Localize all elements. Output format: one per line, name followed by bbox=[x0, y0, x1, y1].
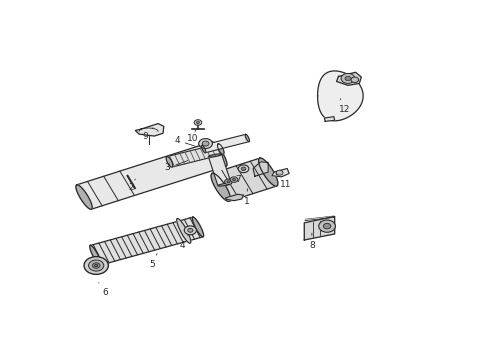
Text: 5: 5 bbox=[149, 254, 157, 269]
Polygon shape bbox=[192, 217, 204, 237]
Polygon shape bbox=[201, 145, 206, 153]
Circle shape bbox=[194, 120, 202, 125]
Circle shape bbox=[224, 179, 232, 185]
Polygon shape bbox=[76, 185, 92, 209]
Polygon shape bbox=[211, 142, 227, 166]
Polygon shape bbox=[77, 142, 226, 209]
Circle shape bbox=[184, 226, 196, 235]
Text: 10: 10 bbox=[187, 129, 198, 143]
Circle shape bbox=[345, 76, 351, 81]
Text: 11: 11 bbox=[276, 174, 291, 189]
Circle shape bbox=[276, 170, 283, 175]
Circle shape bbox=[341, 73, 355, 84]
Text: 12: 12 bbox=[339, 99, 350, 114]
Polygon shape bbox=[167, 144, 223, 167]
Circle shape bbox=[241, 167, 246, 170]
Text: 6: 6 bbox=[99, 283, 108, 297]
Polygon shape bbox=[208, 154, 221, 157]
Polygon shape bbox=[318, 71, 363, 121]
Text: 3: 3 bbox=[165, 161, 188, 172]
Circle shape bbox=[199, 139, 212, 149]
Circle shape bbox=[318, 220, 336, 232]
Text: 4: 4 bbox=[180, 234, 189, 250]
Text: 7: 7 bbox=[235, 169, 244, 184]
Text: 1: 1 bbox=[245, 189, 250, 206]
Polygon shape bbox=[90, 246, 101, 265]
Polygon shape bbox=[212, 158, 277, 201]
Polygon shape bbox=[324, 117, 335, 121]
Polygon shape bbox=[224, 194, 244, 201]
Text: 4: 4 bbox=[174, 136, 196, 146]
Circle shape bbox=[84, 257, 108, 274]
Polygon shape bbox=[272, 168, 289, 177]
Polygon shape bbox=[208, 154, 231, 186]
Circle shape bbox=[351, 77, 359, 82]
Polygon shape bbox=[202, 134, 249, 153]
Polygon shape bbox=[259, 158, 278, 186]
Polygon shape bbox=[245, 134, 249, 142]
Circle shape bbox=[89, 260, 104, 271]
Text: 2: 2 bbox=[129, 179, 135, 192]
Polygon shape bbox=[337, 72, 361, 85]
Circle shape bbox=[188, 228, 193, 232]
Circle shape bbox=[238, 165, 249, 173]
Circle shape bbox=[233, 179, 236, 181]
Circle shape bbox=[230, 177, 238, 183]
Polygon shape bbox=[218, 144, 224, 154]
Text: 8: 8 bbox=[309, 233, 315, 250]
Circle shape bbox=[196, 121, 199, 123]
Circle shape bbox=[95, 264, 98, 267]
Circle shape bbox=[227, 181, 230, 183]
Polygon shape bbox=[211, 173, 230, 201]
Circle shape bbox=[323, 223, 331, 229]
Polygon shape bbox=[304, 216, 335, 240]
Polygon shape bbox=[90, 217, 203, 265]
Polygon shape bbox=[166, 157, 173, 167]
Circle shape bbox=[202, 141, 209, 146]
Polygon shape bbox=[135, 123, 164, 136]
Circle shape bbox=[93, 263, 100, 268]
Text: 9: 9 bbox=[142, 128, 153, 140]
Polygon shape bbox=[253, 162, 268, 176]
Polygon shape bbox=[177, 219, 191, 243]
Polygon shape bbox=[218, 183, 231, 186]
